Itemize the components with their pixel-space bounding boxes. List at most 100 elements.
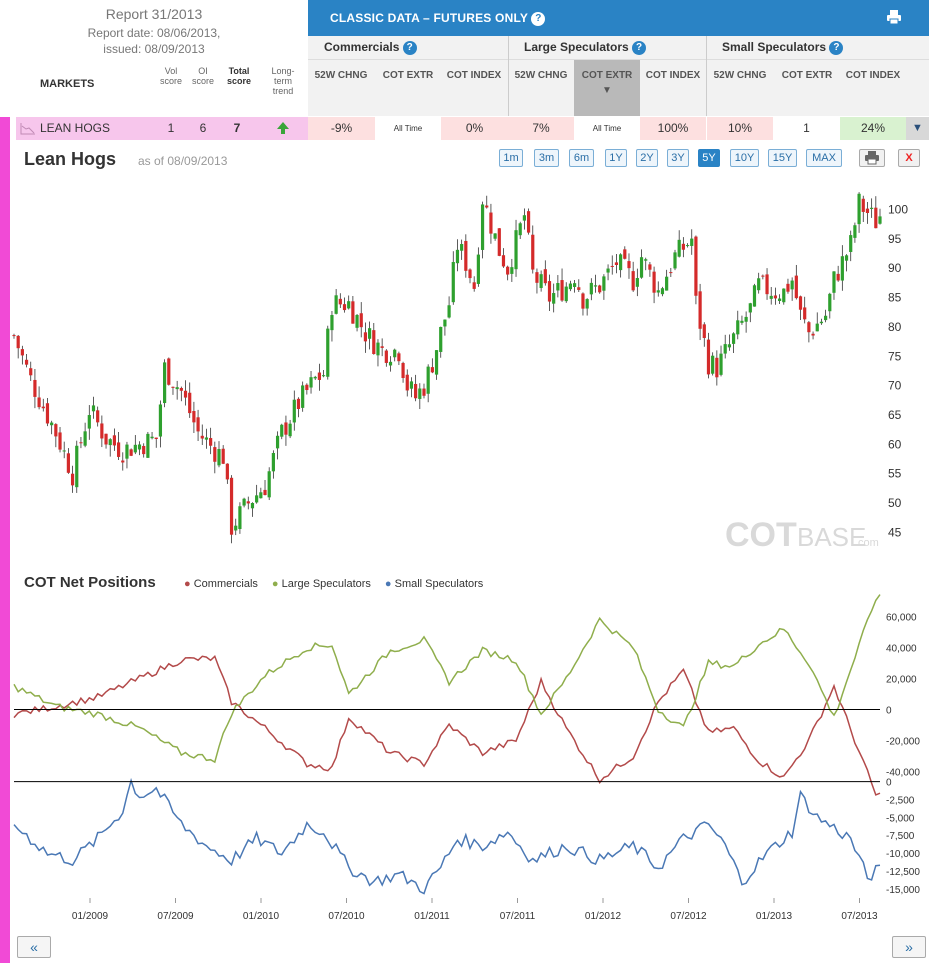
candle-body [464,240,468,271]
candle-body [472,282,476,289]
chart-print-icon[interactable] [859,149,885,167]
candle-body [246,501,250,504]
range-1m-button[interactable]: 1m [499,149,523,167]
range-2y-button[interactable]: 2Y [636,149,658,167]
candle-body [568,283,573,290]
candle-body [12,335,16,337]
help-icon[interactable]: ? [402,40,417,55]
prev-market-button[interactable]: « [17,936,51,958]
legend-commercials[interactable]: ● Commercials [184,578,258,590]
candle-body [267,471,271,498]
candle-body [539,274,543,288]
expand-dropdown-icon[interactable]: ▼ [906,117,929,140]
range-3m-button[interactable]: 3m [534,149,559,167]
candle-body [54,424,58,437]
candle-body [229,477,234,535]
candle-body [807,322,811,333]
ls-52w-header[interactable]: 52W CHNG [514,70,568,81]
range-15y-button[interactable]: 15Y [768,149,797,167]
market-name[interactable]: LEAN HOGS [40,121,111,135]
ss-extr-header[interactable]: COT EXTR [781,70,833,81]
candle-body [154,437,158,440]
price-tick-label: 85 [888,291,902,305]
candle-body [209,438,213,446]
market-row-highlight[interactable] [16,117,308,140]
candle-body [773,295,778,299]
candle-body [409,381,414,389]
net-positions-title: COT Net Positions [24,574,156,591]
range-5y-button[interactable]: 5Y [698,149,720,167]
candle-body [861,198,865,212]
net-tick-label: 20,000 [886,675,917,686]
divider [508,36,509,116]
print-icon[interactable] [886,9,902,30]
ls-extr-value: All Time [592,124,622,133]
candle-body [552,293,556,304]
report-issued: issued: 08/09/2013 [103,42,205,56]
candle-body [581,293,585,309]
candle-body [480,204,485,250]
candle-body [309,377,313,388]
legend-small-speculators[interactable]: ● Small Speculators [385,578,483,590]
range-max-button[interactable]: MAX [806,149,842,167]
candle-body [313,376,317,379]
range-3y-button[interactable]: 3Y [667,149,689,167]
legend-large-speculators[interactable]: ● Large Speculators [272,578,371,590]
candle-body [188,392,192,414]
comm-extr-value: All Time [393,124,423,133]
candle-body [740,320,744,323]
comm-52w-header[interactable]: 52W CHNG [314,70,368,81]
candle-body [142,445,146,455]
candle-body [698,291,702,329]
price-tick-label: 65 [888,408,902,422]
candle-body [870,207,874,209]
range-6m-button[interactable]: 6m [569,149,594,167]
candle-body [556,283,560,291]
candle-body [531,234,535,270]
candle-body [736,320,740,335]
candle-body [418,388,422,399]
candle-body [351,301,355,324]
range-1y-button[interactable]: 1Y [605,149,627,167]
candle-body [757,278,761,291]
x-tick-label: 01/2012 [585,911,622,922]
candle-body [853,225,857,238]
comm-index-header[interactable]: COT INDEX [446,70,502,81]
candle-body [167,358,171,385]
candle-body [121,460,125,463]
candle-body [380,346,384,348]
candle-body [836,273,840,281]
range-10y-button[interactable]: 10Y [730,149,759,167]
ls-index-header[interactable]: COT INDEX [645,70,701,81]
ss-index-header[interactable]: COT INDEX [845,70,901,81]
candle-body [62,450,66,452]
sub-header-bar: 52W CHNG COT EXTR COT INDEX 52W CHNG COT… [308,60,929,116]
ls-extr-header[interactable]: COT EXTR ▼ [574,60,640,116]
x-tick-label: 07/2013 [841,911,878,922]
candle-body [384,350,388,363]
help-icon[interactable]: ? [531,11,546,26]
candle-body [715,357,719,378]
net-tick-label: -40,000 [886,767,920,778]
candle-body [271,452,275,472]
candle-body [66,453,70,473]
x-tick-label: 01/2013 [756,911,793,922]
next-market-button[interactable]: » [892,936,926,958]
watermark-cot: COT [725,516,797,554]
long-term-trend-header: Long-term trend [271,66,295,96]
vol-score-header: Vol score [159,66,182,86]
help-icon[interactable]: ? [829,40,844,55]
close-chart-button[interactable]: X [898,149,920,167]
candle-body [673,252,677,269]
oi-score-header: OI score [191,66,214,86]
classic-data-header: CLASSIC DATA – FUTURES ONLY ? [308,0,929,36]
price-tick-label: 75 [888,349,902,363]
help-icon[interactable]: ? [632,40,647,55]
ss-52w-header[interactable]: 52W CHNG [713,70,767,81]
comm-extr-header[interactable]: COT EXTR [382,70,434,81]
candle-body [451,262,455,303]
legend-small-speculators-label: Small Speculators [394,578,484,590]
mini-chart-icon [20,121,36,140]
candle-body [769,295,773,299]
ls-index-value: 100% [640,117,706,140]
